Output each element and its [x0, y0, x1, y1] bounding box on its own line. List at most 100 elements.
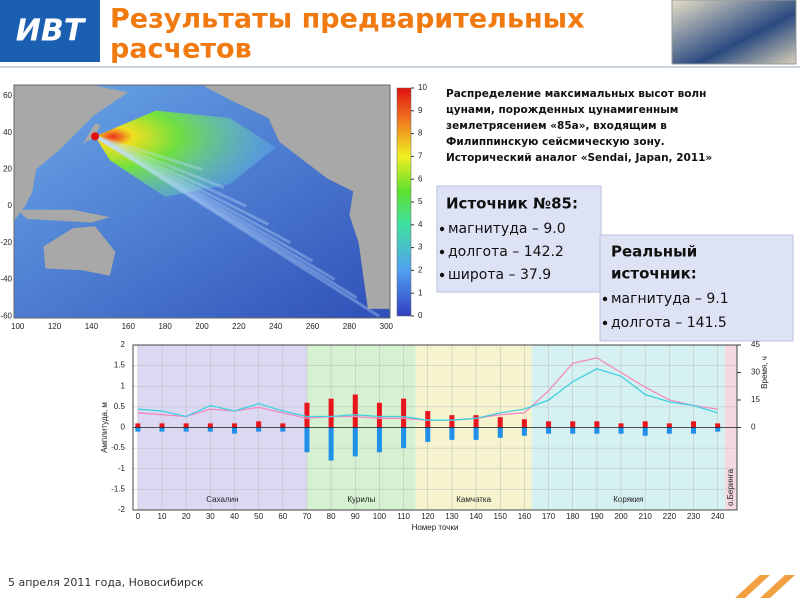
land: [43, 226, 116, 276]
source-item: магнитуда – 9.0: [448, 221, 566, 237]
real-item: магнитуда – 9.1: [611, 291, 729, 307]
wave-picture: [671, 0, 797, 65]
land: [72, 123, 101, 150]
amplitude-bar: [642, 421, 648, 428]
colorbar-tick-label: 0: [418, 311, 423, 320]
y-tick-label: 1: [121, 381, 126, 390]
x-tick-label: 70: [302, 512, 311, 521]
x-tick-label: 160: [518, 512, 532, 521]
amplitude-bar: [376, 402, 382, 428]
y2-tick-label: 15: [751, 395, 760, 404]
amplitude-bar: [256, 427, 262, 432]
amplitude-bar: [715, 423, 721, 428]
amplitude-bar: [691, 427, 697, 434]
x-tick-label: 150: [494, 512, 508, 521]
amplitude-bar: [183, 423, 189, 428]
bullet: [439, 226, 445, 232]
colorbar-tick-label: 2: [418, 266, 423, 275]
amplitude-bar: [618, 423, 624, 428]
amplitude-bar: [328, 427, 334, 461]
wave-streak: [94, 135, 270, 226]
wave-streak: [94, 135, 247, 208]
amplitude-bar: [304, 427, 310, 453]
x-tick-label: 240: [711, 512, 725, 521]
amplitude-bar: [546, 421, 552, 428]
map-y-tick-label: 0: [8, 201, 13, 210]
source-title: Источник №85:: [446, 195, 578, 213]
y2-axis-label: Время, ч: [760, 356, 769, 389]
amplitude-bar: [304, 402, 310, 428]
time-line: [137, 368, 718, 421]
logo: ИВТ: [16, 14, 87, 49]
x-tick-label: 90: [351, 512, 360, 521]
map-x-tick-label: 280: [343, 322, 357, 331]
x-tick-label: 190: [590, 512, 604, 521]
amplitude-bar: [231, 427, 237, 434]
amplitude-bar: [521, 427, 527, 436]
wave-streak: [94, 135, 358, 300]
plot-frame: [132, 344, 738, 511]
amplitude-bar: [642, 427, 648, 436]
region-label: Курилы: [347, 495, 375, 504]
map-caption: Распределение максимальных высот волн: [446, 88, 706, 100]
title: Результаты предварительных: [110, 4, 585, 35]
colorbar-tick-label: 8: [418, 129, 423, 138]
amplitude-bar: [425, 427, 431, 442]
colorbar-tick-label: 10: [418, 83, 427, 92]
bullet: [602, 320, 608, 326]
amplitude-bar: [207, 423, 213, 428]
map-x-tick-label: 200: [195, 322, 209, 331]
x-tick-label: 0: [136, 512, 141, 521]
amplitude-bar: [352, 427, 358, 457]
y-tick-label: -2: [118, 505, 126, 514]
amplitude-bar: [352, 394, 358, 428]
y-axis-label: Амплитуда, м: [100, 402, 109, 453]
amplitude-bar: [473, 427, 479, 440]
x-tick-label: 50: [254, 512, 263, 521]
x-tick-label: 120: [421, 512, 435, 521]
decor: [735, 575, 795, 598]
map-frame: [13, 84, 391, 319]
colorbar-tick-label: 5: [418, 197, 423, 206]
wave-streak: [94, 135, 336, 281]
wave-streak: [94, 134, 225, 190]
map-x-tick-label: 240: [269, 322, 283, 331]
amplitude-bar: [570, 421, 576, 428]
real-title: Реальный: [611, 243, 697, 261]
amplitude-bar: [473, 415, 479, 428]
amplitude-bar: [449, 427, 455, 440]
x-tick-label: 140: [469, 512, 483, 521]
amplitude-bar: [207, 427, 213, 432]
bullet: [439, 272, 445, 278]
amplitude-bar: [401, 427, 407, 449]
wave-streak: [94, 135, 292, 245]
x-tick-label: 40: [230, 512, 239, 521]
y-tick-label: -1.5: [111, 484, 125, 493]
x-tick-label: 230: [687, 512, 701, 521]
source-item: долгота – 142.2: [448, 244, 564, 260]
land: [17, 209, 110, 223]
y-tick-label: 2: [121, 340, 126, 349]
y2-tick-label: 45: [751, 340, 760, 349]
real-box: [599, 234, 794, 342]
map-caption: Филиппинскую сейсмическую зону.: [446, 136, 665, 148]
map-x-tick-label: 220: [232, 322, 246, 331]
amplitude-bar: [401, 398, 407, 428]
colorbar-tick-label: 7: [418, 152, 423, 161]
map-caption: цунами, порожденных цунамигенным: [446, 104, 678, 116]
map-y-tick-label: -40: [0, 275, 12, 284]
map-x-tick-label: 260: [306, 322, 320, 331]
amplitude-bar: [715, 427, 721, 432]
map-x-tick-label: 100: [11, 322, 25, 331]
logo-bg: [0, 0, 100, 62]
land: [202, 85, 390, 309]
colorbar: [396, 87, 412, 317]
colorbar-tick-label: 3: [418, 243, 423, 252]
plume: [95, 110, 276, 197]
region-label: Корякия: [613, 495, 643, 504]
amplitude-bar: [497, 417, 503, 428]
x-tick-label: 80: [327, 512, 336, 521]
x-tick-label: 10: [158, 512, 167, 521]
x-tick-label: 220: [663, 512, 677, 521]
